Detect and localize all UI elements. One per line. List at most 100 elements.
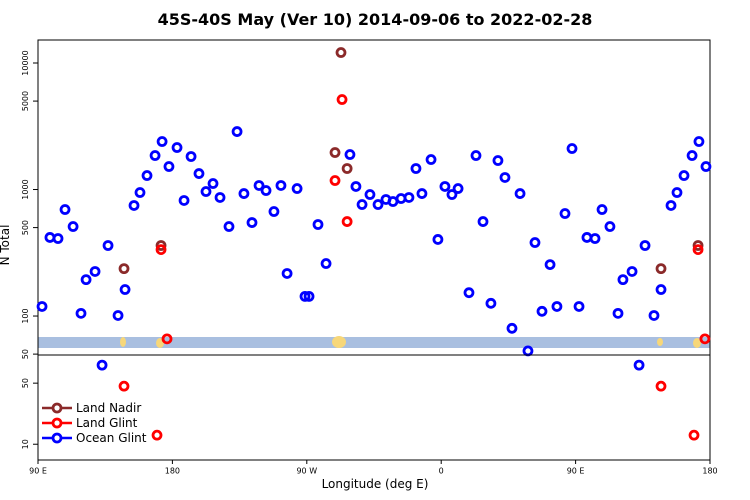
strip-spot xyxy=(693,338,701,348)
marker xyxy=(700,161,712,172)
marker xyxy=(335,47,347,58)
marker xyxy=(341,216,353,227)
legend-item: Land Nadir xyxy=(42,401,141,415)
marker xyxy=(551,301,563,312)
marker xyxy=(686,150,698,161)
legend-marker xyxy=(51,432,63,444)
marker xyxy=(253,180,265,191)
marker xyxy=(678,170,690,181)
marker xyxy=(425,154,437,165)
marker xyxy=(207,178,219,189)
marker xyxy=(141,170,153,181)
legend-item: Land Glint xyxy=(42,416,138,430)
strip xyxy=(38,337,710,348)
marker xyxy=(350,181,362,192)
marker xyxy=(596,204,608,215)
y-axis-label: N Total xyxy=(0,225,12,266)
marker xyxy=(161,333,173,345)
marker xyxy=(604,221,616,232)
legend-item: Ocean Glint xyxy=(42,431,147,445)
marker xyxy=(633,359,645,371)
x-tick-label: 180 xyxy=(165,467,180,476)
marker xyxy=(112,310,124,321)
marker xyxy=(655,380,667,392)
marker xyxy=(214,192,226,203)
plot-frame xyxy=(37,354,711,461)
y-tick-label: 50 xyxy=(21,378,30,388)
marker xyxy=(612,307,624,319)
marker xyxy=(573,301,585,312)
marker xyxy=(231,126,243,137)
marker xyxy=(75,307,87,319)
marker xyxy=(566,143,578,154)
marker xyxy=(446,189,458,200)
marker xyxy=(246,217,258,228)
marker xyxy=(485,297,497,309)
marker xyxy=(89,266,101,277)
marker xyxy=(119,284,131,295)
marker xyxy=(589,233,601,244)
x-tick-label: 0 xyxy=(439,467,444,476)
marker xyxy=(102,240,114,251)
marker xyxy=(655,284,667,295)
marker xyxy=(671,187,683,198)
marker xyxy=(171,142,183,153)
strip-spot xyxy=(120,337,126,347)
marker xyxy=(688,429,700,441)
marker xyxy=(499,172,511,183)
legend-label: Ocean Glint xyxy=(76,431,147,445)
marker xyxy=(617,274,629,286)
marker xyxy=(372,199,384,210)
marker xyxy=(506,322,518,334)
chart-title: 45S-40S May (Ver 10) 2014-09-06 to 2022-… xyxy=(158,10,593,29)
marker xyxy=(36,301,48,312)
marker xyxy=(163,161,175,172)
marker xyxy=(268,206,280,217)
x-tick-label: 180 xyxy=(702,467,717,476)
marker xyxy=(439,181,451,192)
marker xyxy=(416,188,428,199)
marker xyxy=(149,150,161,161)
marker xyxy=(275,180,287,191)
y-tick-label: 100 xyxy=(21,308,30,323)
marker xyxy=(356,199,368,210)
marker xyxy=(118,263,130,275)
strip-spot xyxy=(332,336,346,348)
marker xyxy=(536,305,548,317)
marker xyxy=(639,240,651,251)
marker xyxy=(655,263,667,275)
legend-marker xyxy=(51,402,63,414)
legend-label: Land Nadir xyxy=(76,401,141,415)
marker xyxy=(344,149,356,160)
marker xyxy=(693,136,705,147)
marker xyxy=(463,287,475,299)
marker xyxy=(291,183,303,194)
x-tick-label: 90 E xyxy=(29,467,47,476)
marker xyxy=(178,195,190,206)
marker xyxy=(544,259,556,270)
marker xyxy=(626,266,638,277)
marker xyxy=(452,183,464,194)
marker xyxy=(329,147,341,158)
marker xyxy=(303,290,315,302)
y-tick-label: 500 xyxy=(21,220,30,235)
marker xyxy=(238,188,250,199)
marker xyxy=(67,221,79,232)
marker xyxy=(193,168,205,179)
marker xyxy=(559,208,571,219)
y-tick-label: 1000 xyxy=(21,179,30,199)
marker xyxy=(52,233,64,244)
strip-spot xyxy=(657,338,663,346)
x-tick-label: 90 W xyxy=(296,467,317,476)
marker xyxy=(529,237,541,248)
marker xyxy=(692,240,704,251)
legend-label: Land Glint xyxy=(76,416,138,430)
marker xyxy=(134,187,146,198)
marker xyxy=(59,204,71,215)
marker xyxy=(514,188,526,199)
marker xyxy=(156,136,168,147)
marker xyxy=(281,268,293,279)
x-tick-label: 90 E xyxy=(567,467,585,476)
marker xyxy=(151,429,163,441)
marker xyxy=(155,240,167,251)
